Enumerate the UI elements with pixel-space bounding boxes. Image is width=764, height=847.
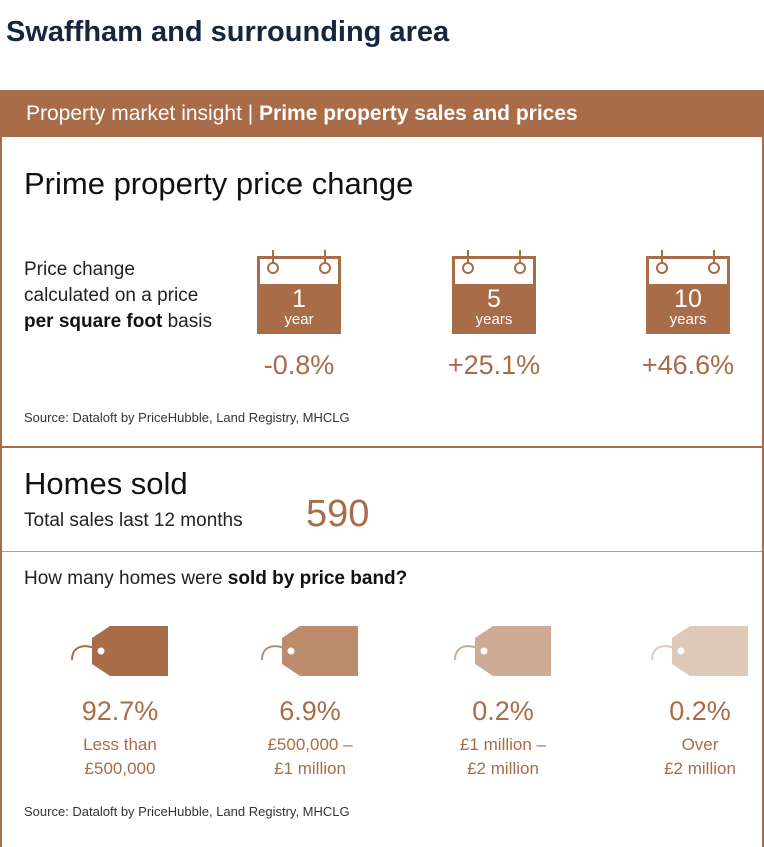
calendar-icon: 5 years xyxy=(452,248,536,334)
insight-panel: Property market insight | Prime property… xyxy=(0,90,764,847)
section-divider xyxy=(2,446,762,448)
price-band-500k-1m: 6.9% £500,000 – £1 million xyxy=(235,624,385,781)
band-percentage: 0.2% xyxy=(472,696,534,726)
price-band-question: How many homes were sold by price band? xyxy=(24,568,407,590)
price-change-value: +46.6% xyxy=(641,350,735,380)
question-bold: sold by price band? xyxy=(227,568,408,589)
price-change-source: Source: Dataloft by PriceHubble, Land Re… xyxy=(24,410,350,425)
price-tag-icon xyxy=(651,626,748,676)
page-title: Swaffham and surrounding area xyxy=(6,16,450,48)
period-number: 5 xyxy=(487,285,501,313)
price-change-title: Prime property price change xyxy=(24,166,414,201)
period-unit: years xyxy=(475,311,513,328)
band-label-line-2: £2 million xyxy=(467,759,539,778)
homes-sold-subtitle: Total sales last 12 months xyxy=(24,510,243,531)
band-label-line-2: £1 million xyxy=(274,759,346,778)
banner-bold: Prime property sales and prices xyxy=(259,102,578,125)
price-band-over-2m: 0.2% Over £2 million xyxy=(625,624,764,781)
desc-bold: per square foot xyxy=(24,311,163,332)
band-label-line-1: Over xyxy=(681,735,719,754)
question-text: How many homes were xyxy=(24,568,228,589)
band-percentage: 6.9% xyxy=(279,696,341,726)
banner: Property market insight | Prime property… xyxy=(2,90,762,137)
band-label-line-1: £1 million – xyxy=(460,735,546,754)
price-band-under-500k: 92.7% Less than £500,000 xyxy=(45,624,195,781)
period-number: 10 xyxy=(674,285,702,313)
period-5-years: 5 years +25.1% xyxy=(434,248,554,381)
band-percentage: 92.7% xyxy=(81,696,159,726)
period-number: 1 xyxy=(292,285,306,313)
homes-sold-value: 590 xyxy=(306,493,370,535)
period-unit: years xyxy=(669,311,707,328)
desc-text-1: Price change calculated on a price xyxy=(24,259,199,306)
period-10-years: 10 years +46.6% xyxy=(628,248,748,381)
price-change-description: Price change calculated on a price per s… xyxy=(24,257,224,335)
price-tag-icon xyxy=(71,626,168,676)
desc-text-2: basis xyxy=(162,311,212,332)
band-percentage: 0.2% xyxy=(669,696,731,726)
price-tag-icon xyxy=(454,626,551,676)
banner-prefix: Property market insight | xyxy=(26,102,260,125)
period-unit: year xyxy=(284,311,314,328)
price-change-value: +25.1% xyxy=(447,350,541,380)
band-label-line-1: Less than xyxy=(83,735,157,754)
band-label-line-2: £2 million xyxy=(664,759,736,778)
section-divider xyxy=(2,551,762,552)
band-label-line-2: £500,000 xyxy=(84,759,156,778)
calendar-icon: 10 years xyxy=(646,248,730,334)
price-change-value: -0.8% xyxy=(263,350,335,380)
calendar-icon: 1 year xyxy=(257,248,341,334)
homes-sold-title: Homes sold xyxy=(24,466,188,501)
band-label-line-1: £500,000 – xyxy=(267,735,353,754)
period-1-year: 1 year -0.8% xyxy=(239,248,359,381)
price-band-source: Source: Dataloft by PriceHubble, Land Re… xyxy=(24,804,350,819)
price-tag-icon xyxy=(261,626,358,676)
price-band-1m-2m: 0.2% £1 million – £2 million xyxy=(428,624,578,781)
